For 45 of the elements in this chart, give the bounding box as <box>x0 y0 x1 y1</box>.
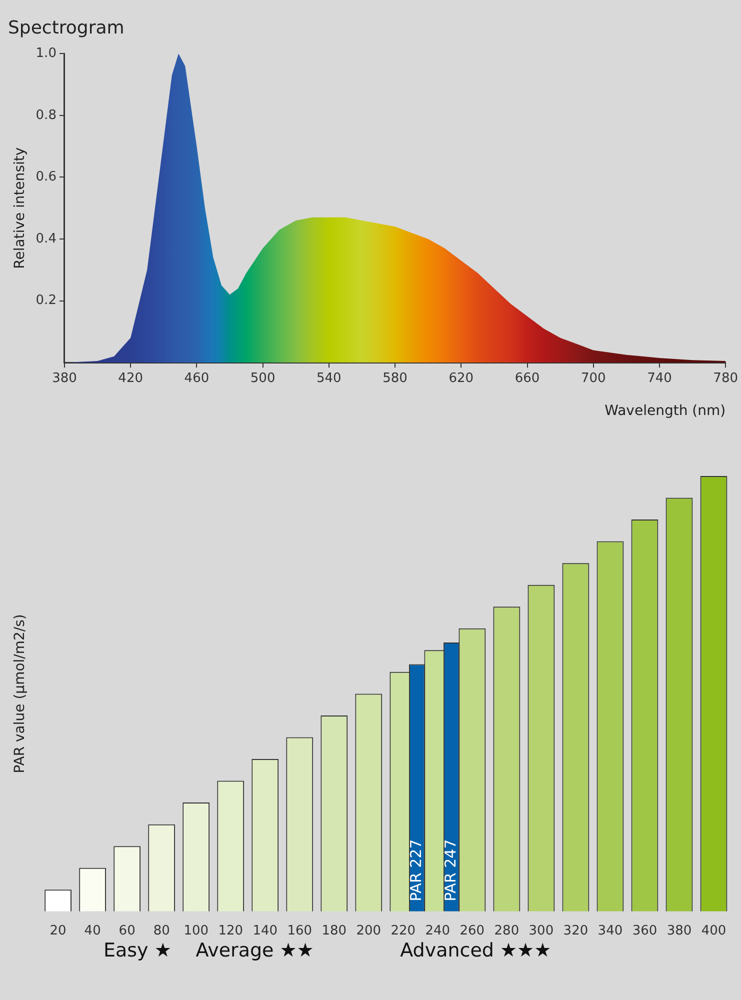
y-tick-label: 1.0 <box>36 46 56 61</box>
text: Advanced ★★★ <box>400 939 552 962</box>
x-tick-label: 280 <box>494 924 520 939</box>
x-tick-label: 380 <box>666 924 692 939</box>
x-tick-label: 420 <box>118 370 143 386</box>
x-tick-label: 740 <box>647 370 672 386</box>
x-tick-label: 700 <box>580 370 606 386</box>
chart-title: Spectrogram <box>8 17 124 38</box>
x-tick-label: 160 <box>287 924 312 939</box>
x-tick-label: 500 <box>250 370 276 386</box>
x-tick-label: 660 <box>514 370 540 386</box>
x-axis-title: Wavelength (nm) <box>604 403 726 420</box>
x-tick-label: 180 <box>322 924 347 939</box>
x-tick-label: 240 <box>425 924 450 939</box>
x-tick-label: 320 <box>563 924 588 939</box>
x-tick-label: 260 <box>460 924 485 939</box>
x-tick-label: 620 <box>448 370 474 386</box>
y-axis-title: PAR value (µmol/m2/s) <box>12 614 28 774</box>
y-tick-label: 0.2 <box>36 293 56 308</box>
text: Average ★★ <box>196 939 314 962</box>
x-tick-label: 780 <box>713 370 738 386</box>
y-tick-label: 0.4 <box>36 231 56 246</box>
x-tick-label: 380 <box>52 370 77 386</box>
x-tick-label: 100 <box>184 924 209 939</box>
x-tick-label: 60 <box>118 924 136 939</box>
x-tick-label: 360 <box>632 924 658 939</box>
x-tick-label: 400 <box>701 924 726 939</box>
x-tick-label: 20 <box>50 924 66 939</box>
x-tick-label: 40 <box>84 924 101 939</box>
x-tick-label: 200 <box>356 924 382 939</box>
x-tick-label: 120 <box>218 924 244 939</box>
x-tick-label: 540 <box>316 370 342 386</box>
x-tick-label: 80 <box>153 924 170 939</box>
text: Easy ★ <box>103 939 172 962</box>
x-tick-label: 460 <box>184 370 210 386</box>
y-tick-label: 0.8 <box>36 108 56 123</box>
y-axis-title: Relative intensity <box>12 147 28 269</box>
y-tick-label: 0.6 <box>36 170 56 185</box>
data-label: PAR 227 <box>406 839 425 902</box>
x-tick-label: 340 <box>598 924 623 939</box>
x-tick-label: 140 <box>252 924 278 939</box>
x-tick-label: 300 <box>528 924 554 939</box>
x-tick-label: 580 <box>382 370 408 386</box>
x-tick-label: 220 <box>390 924 416 939</box>
data-label: PAR 247 <box>441 839 460 902</box>
